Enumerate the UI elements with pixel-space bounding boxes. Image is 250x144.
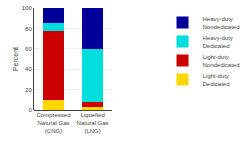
svg-text:Heavy-dutyNondedicated: Heavy-dutyNondedicated — [203, 16, 240, 30]
svg-text:40: 40 — [25, 66, 32, 72]
svg-text:CompressedNatural Gas(CNG): CompressedNatural Gas(CNG) — [37, 112, 71, 134]
svg-text:20: 20 — [25, 87, 32, 93]
svg-text:0: 0 — [28, 107, 32, 113]
svg-text:Light-dutyNondedicated: Light-dutyNondedicated — [203, 54, 240, 68]
svg-text:80: 80 — [25, 26, 32, 32]
svg-text:Percent: Percent — [12, 47, 19, 71]
svg-text:Heavy-dutyDedicated: Heavy-dutyDedicated — [203, 35, 233, 49]
svg-text:LiquefiedNatural Gas(LNG): LiquefiedNatural Gas(LNG) — [77, 112, 109, 134]
svg-text:60: 60 — [25, 46, 32, 52]
svg-text:100: 100 — [22, 5, 33, 11]
svg-text:Light-dutyDedicated: Light-dutyDedicated — [203, 73, 230, 87]
